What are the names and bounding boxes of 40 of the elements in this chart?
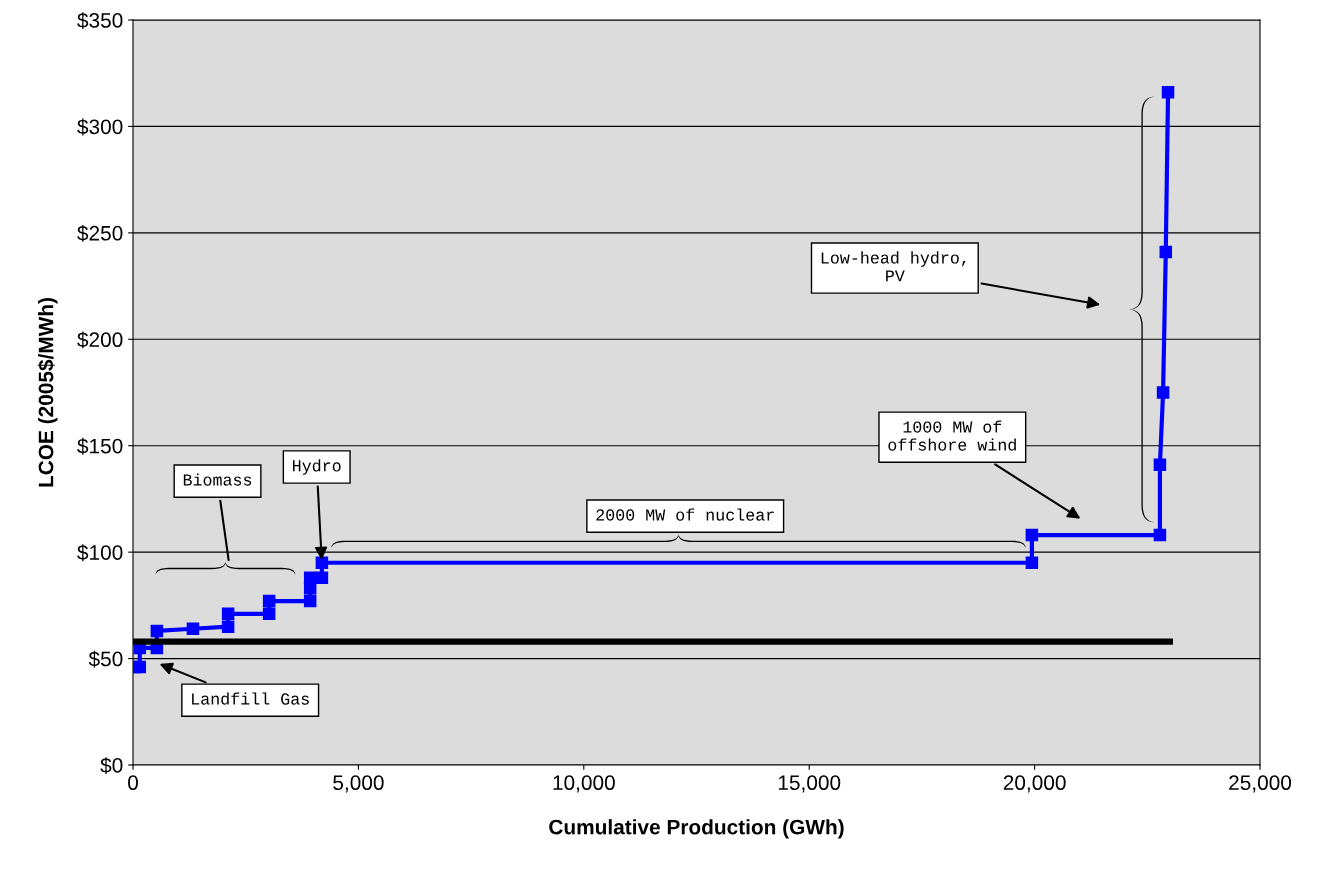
- y-tick-label: $200: [77, 331, 123, 349]
- x-axis-title: Cumulative Production (GWh): [549, 819, 844, 839]
- point: [150, 624, 164, 638]
- x-tick-label: 5,000: [333, 775, 384, 793]
- point: [315, 556, 329, 570]
- y-tick-label: $250: [77, 224, 123, 242]
- annotation: Hydro: [293, 459, 341, 475]
- point: [303, 571, 317, 584]
- y-axis-title: LCOE (2005$/MWh): [37, 298, 58, 487]
- annotation: Landfill Gas: [192, 692, 309, 705]
- point: [1025, 556, 1039, 570]
- point: [186, 622, 200, 636]
- x-tick-label: 25,000: [1229, 775, 1292, 793]
- point: [1153, 528, 1167, 542]
- x-tick-label: 0: [128, 775, 138, 791]
- point: [1025, 528, 1039, 542]
- y-tick-label: $50: [88, 650, 123, 668]
- annotation: Biomass: [183, 473, 252, 486]
- annotation: 2000 MW of nuclear: [596, 508, 774, 521]
- x-tick-label: 15,000: [778, 775, 841, 793]
- point: [1153, 458, 1167, 472]
- point: [133, 660, 147, 674]
- annotation: 1000 MW of offshore wind: [888, 420, 1016, 451]
- y-tick-label: $0: [100, 757, 123, 774]
- point: [315, 571, 329, 584]
- point: [221, 620, 235, 633]
- point: [303, 594, 317, 608]
- point: [262, 607, 276, 621]
- x-tick-label: 10,000: [553, 775, 615, 793]
- annotation: Low-head hydro, PV: [821, 251, 966, 282]
- y-tick-label: $150: [77, 437, 123, 455]
- point: [262, 594, 276, 608]
- x-tick-label: 20,000: [1003, 775, 1066, 793]
- point: [1161, 86, 1175, 99]
- point: [1156, 386, 1170, 399]
- point: [221, 607, 235, 621]
- y-tick-label: $300: [77, 118, 123, 136]
- y-tick-label: $100: [77, 544, 123, 562]
- point: [1159, 245, 1173, 259]
- y-tick-label: $350: [77, 12, 123, 29]
